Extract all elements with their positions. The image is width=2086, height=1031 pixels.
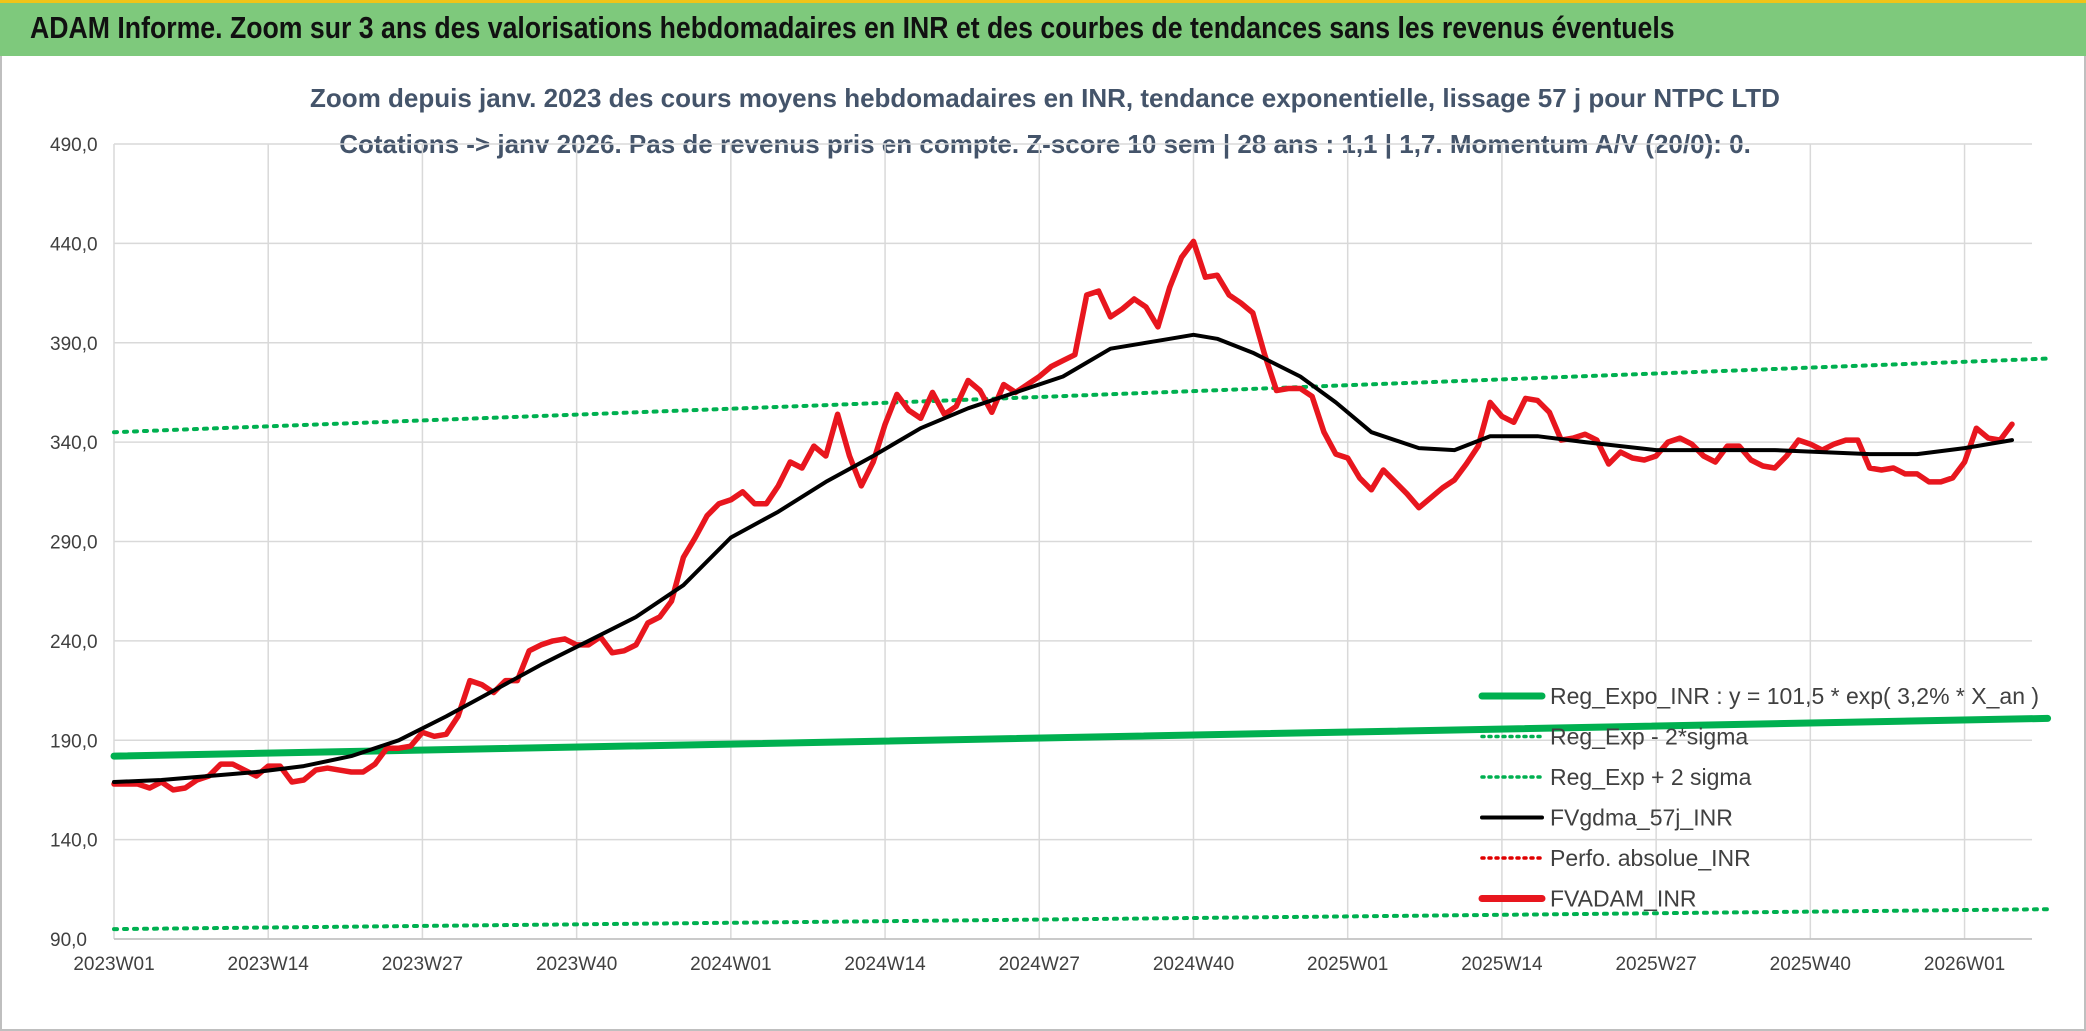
y-tick-label: 140,0 [50,831,98,852]
page-title: ADAM Informe. Zoom sur 3 ans des valoris… [30,10,1675,45]
x-tick-label: 2026W01 [1924,954,2005,975]
legend-label: Reg_Expo_INR : y = 101,5 * exp( 3,2% * X… [1550,683,2039,709]
y-tick-label: 490,0 [50,135,98,156]
x-tick-label: 2024W01 [690,954,771,975]
x-tick-label: 2025W01 [1307,954,1388,975]
x-tick-label: 2024W27 [999,954,1080,975]
legend-label: Perfo. absolue_INR [1550,845,1751,871]
x-tick-label: 2024W14 [844,954,926,975]
y-tick-label: 290,0 [50,533,98,554]
series-layer [110,238,2052,932]
x-tick-label: 2024W40 [1153,954,1234,975]
chart-frame: Zoom depuis janv. 2023 des cours moyens … [0,56,2086,1031]
series-reg-exp-plus-2sigma [112,356,2050,435]
series-fvgdma-57j-inr [112,332,2014,784]
x-tick-label: 2025W40 [1770,954,1851,975]
y-axis: 490,0 440,0 390,0 340,0 290,0 240,0 190,0 140,0… [50,135,98,951]
series-reg-exp-minus-2sigma [112,907,2050,932]
y-tick-label: 240,0 [50,632,98,653]
legend-label: FVgdma_57j_INR [1550,805,1733,831]
x-tick-label: 2025W14 [1461,954,1543,975]
legend-label: FVADAM_INR [1550,886,1697,912]
x-tick-label: 2023W27 [382,954,463,975]
legend: Reg_Expo_INR : y = 101,5 * exp( 3,2% * X… [1478,683,2039,912]
y-tick-label: 390,0 [50,334,98,355]
chart: Zoom depuis janv. 2023 des cours moyens … [50,83,2052,975]
legend-label: Reg_Exp - 2*sigma [1550,724,1748,750]
y-tick-label: 340,0 [50,433,98,454]
y-tick-label: 440,0 [50,234,98,255]
x-tick-label: 2023W40 [536,954,617,975]
x-tick-label: 2023W14 [228,954,310,975]
x-tick-label: 2025W27 [1615,954,1696,975]
legend-label: Reg_Exp + 2 sigma [1550,764,1752,790]
gridlines [113,143,2032,940]
x-axis: 2023W01 2023W14 2023W27 2023W40 2024W01 2024W… [73,954,2005,975]
header-banner: ADAM Informe. Zoom sur 3 ans des valoris… [0,0,2086,56]
chart-title-line-1: Zoom depuis janv. 2023 des cours moyens … [310,83,1780,113]
y-tick-label: 190,0 [50,731,98,752]
y-tick-label: 90,0 [50,930,87,951]
x-tick-label: 2023W01 [73,954,154,975]
series-reg-expo-inr [110,714,2052,760]
series-fvadam-inr [111,238,2015,793]
